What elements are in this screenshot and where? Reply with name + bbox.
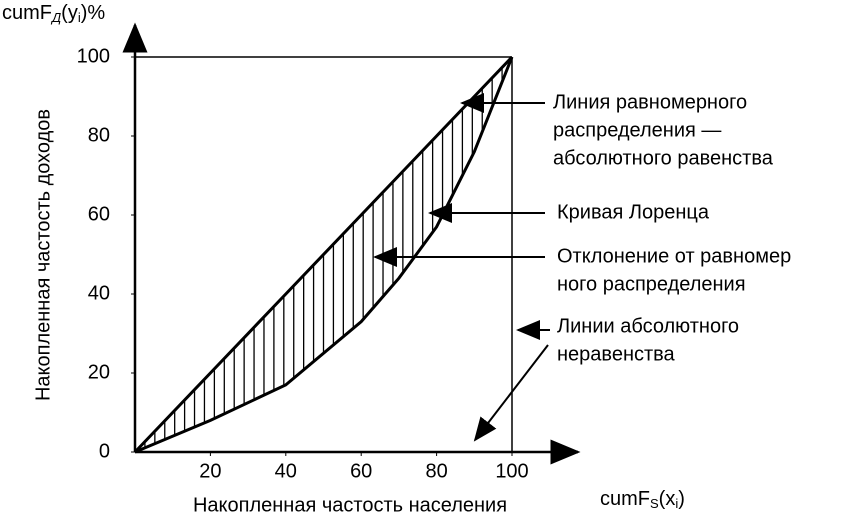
y-tick-label: 40: [88, 282, 110, 304]
annotation: Линии абсолютного: [557, 315, 739, 337]
x-axis-symbol: cumFS(xi): [600, 488, 685, 511]
x-tick-label: 40: [275, 460, 297, 482]
x-tick-label: 100: [495, 460, 528, 482]
annotation: Отклонение от равномер: [557, 245, 791, 267]
x-tick-label: 60: [350, 460, 372, 482]
y-axis-label: Накопленная частость доходов: [32, 109, 54, 401]
x-tick-label: 80: [425, 460, 447, 482]
x-tick-label: 20: [199, 460, 221, 482]
annotation: Кривая Лоренца: [557, 201, 710, 223]
y-tick-label: 20: [88, 361, 110, 383]
annotation: Линия равномерного: [553, 91, 747, 113]
annotation: абсолютного равенства: [553, 147, 774, 169]
axes: [122, 22, 581, 465]
line-series: [134, 56, 514, 454]
y-tick-label: 100: [77, 45, 110, 67]
x-axis-label: Накопленная частость населения: [193, 494, 507, 516]
annotation: неравенства: [557, 343, 676, 365]
line-series: [133, 55, 514, 454]
y-tick-label: 0: [99, 440, 110, 462]
annotation: ного распределения: [557, 273, 746, 295]
annotation: распределения —: [553, 119, 721, 141]
annotation-arrow: [473, 344, 549, 442]
y-tick-label: 60: [88, 203, 110, 225]
y-tick-label: 80: [88, 124, 110, 146]
y-axis-symbol: cumFД(yi)%: [2, 2, 105, 25]
